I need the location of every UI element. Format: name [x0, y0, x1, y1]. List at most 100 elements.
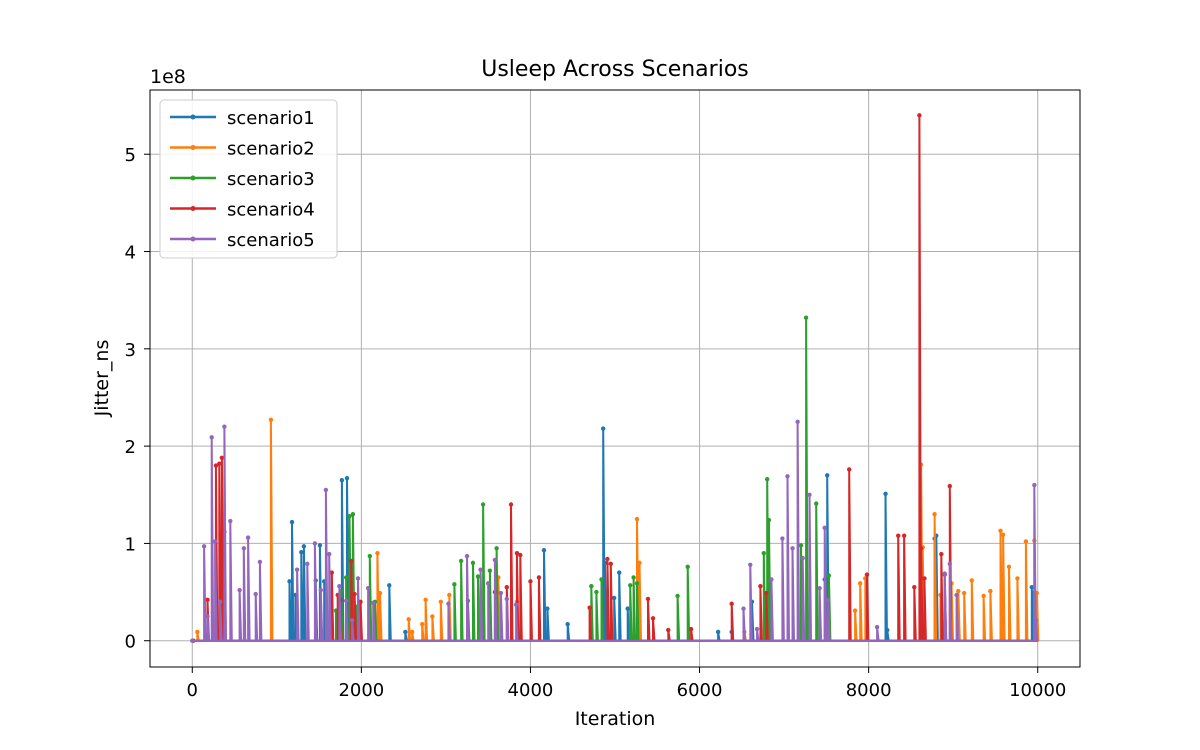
x-tick-label: 8000 [846, 680, 892, 701]
data-point [317, 543, 323, 548]
data-point [1000, 532, 1006, 537]
data-point [729, 601, 734, 606]
data-point [475, 574, 481, 579]
data-point [377, 590, 383, 596]
data-point [458, 558, 464, 564]
data-point [885, 627, 890, 633]
data-point [219, 455, 225, 461]
data-point [528, 579, 533, 584]
data-point [587, 605, 592, 610]
data-point [318, 587, 323, 593]
data-point [1015, 576, 1020, 581]
data-point [452, 582, 457, 587]
data-point [864, 572, 870, 577]
data-point [487, 568, 493, 573]
series-line [192, 420, 1039, 642]
data-point [800, 555, 805, 561]
data-point [253, 591, 258, 597]
data-point [504, 596, 509, 602]
data-point [217, 461, 222, 466]
legend-label: scenario1 [227, 108, 315, 129]
data-point [323, 487, 329, 493]
x-tick-label: 2000 [338, 680, 384, 701]
data-point [375, 550, 380, 556]
data-point [942, 571, 947, 576]
data-point [195, 629, 200, 635]
data-point [766, 517, 772, 523]
legend-box [159, 99, 338, 259]
data-point [981, 593, 986, 599]
data-point [896, 533, 901, 538]
data-point [387, 583, 392, 588]
data-point [352, 591, 357, 597]
data-point [954, 592, 959, 598]
data-point [513, 602, 519, 607]
data-point [814, 501, 819, 506]
data-point [634, 581, 640, 586]
data-point [344, 476, 350, 481]
data-point [565, 621, 570, 627]
data-point [420, 621, 425, 627]
data-point [602, 560, 608, 566]
data-point [617, 570, 622, 575]
data-point [406, 617, 411, 622]
data-point [688, 626, 694, 632]
data-point [817, 585, 822, 591]
legend-item: scenario5 [170, 230, 315, 251]
data-point [599, 577, 604, 582]
x-tick-label: 6000 [677, 680, 723, 701]
data-point [438, 599, 444, 605]
data-point [600, 426, 606, 431]
data-point [403, 629, 408, 635]
data-point [758, 584, 763, 589]
data-point [190, 638, 195, 643]
data-point [209, 435, 214, 440]
y-axis-scale-label: 1e8 [150, 66, 186, 88]
data-point [628, 583, 633, 588]
data-point [339, 477, 345, 483]
data-point [852, 608, 858, 613]
x-axis-label: Iteration [575, 708, 656, 730]
y-tick-label: 3 [125, 340, 136, 361]
data-point [464, 553, 470, 559]
data-point [605, 556, 610, 562]
data-point [634, 516, 640, 522]
data-point [761, 550, 766, 556]
data-point [846, 467, 852, 472]
data-point [754, 626, 760, 632]
data-point [901, 533, 907, 538]
data-point [790, 546, 795, 551]
data-point [257, 559, 263, 565]
data-point [347, 513, 352, 519]
chart-title: Usleep Across Scenarios [481, 57, 749, 82]
data-point [545, 606, 550, 611]
data-point [650, 616, 656, 621]
x-tick-label: 4000 [508, 680, 554, 701]
data-point [1033, 618, 1039, 623]
data-point [988, 588, 993, 594]
y-tick-label: 4 [125, 243, 136, 264]
legend-marker [190, 206, 196, 211]
data-point [494, 546, 499, 551]
data-point [536, 575, 542, 580]
data-point [969, 578, 974, 583]
legend: scenario1 scenario2 scenario3 scenario4 scen… [159, 99, 338, 259]
data-point [825, 597, 831, 603]
data-point [343, 598, 349, 604]
data-point [932, 512, 937, 517]
data-point [922, 576, 927, 581]
data-point [822, 525, 827, 531]
legend-marker [190, 145, 196, 150]
y-axis-label: Jitter_ns [91, 340, 113, 418]
data-point [1032, 482, 1037, 488]
series-scenario5 [190, 419, 1039, 643]
data-point [764, 590, 769, 596]
data-point [205, 597, 210, 603]
data-point [961, 590, 967, 596]
y-tick-label: 5 [125, 145, 136, 166]
data-point [715, 629, 721, 635]
data-point [447, 592, 452, 598]
data-point [287, 579, 292, 584]
data-point [446, 601, 451, 606]
data-point [241, 546, 247, 551]
